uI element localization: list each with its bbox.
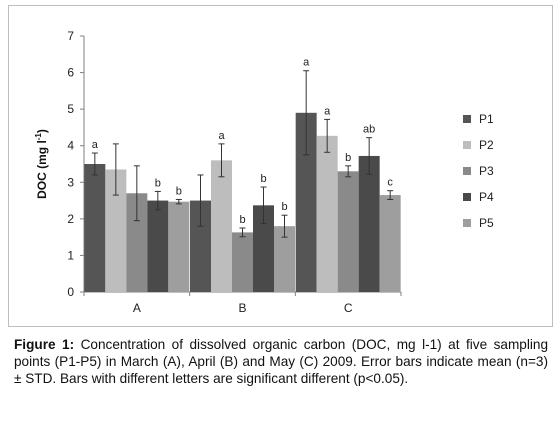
legend-swatch-p3: [463, 167, 471, 175]
legend-label-p4: P4: [479, 190, 494, 204]
bar-p2: [211, 160, 232, 292]
legend-swatch-p1: [463, 115, 471, 123]
x-category-label: A: [133, 301, 141, 315]
legend-label-p5: P5: [479, 216, 494, 230]
x-category-label: C: [344, 301, 353, 315]
significance-letter: a: [92, 139, 99, 151]
y-tick-label: 7: [67, 29, 74, 43]
y-tick-label: 2: [67, 212, 74, 226]
bar-p5: [274, 226, 295, 292]
y-tick-label: 0: [67, 285, 74, 299]
y-tick-label: 5: [67, 102, 74, 116]
bar-p4: [147, 200, 169, 292]
significance-letter: b: [155, 177, 161, 189]
figure-caption: Figure 1: Concentration of dissolved org…: [14, 336, 548, 387]
bar-p1: [84, 164, 106, 292]
caption-text: Concentration of dissolved organic carbo…: [14, 337, 549, 386]
y-tick-label: 6: [67, 66, 74, 80]
y-tick-label: 4: [67, 139, 74, 153]
bar-p3: [232, 232, 253, 292]
legend-swatch-p2: [463, 141, 471, 149]
legend-label-p3: P3: [479, 164, 494, 178]
legend-label-p2: P2: [479, 138, 494, 152]
bar-p1: [295, 112, 317, 292]
bar-p2: [316, 135, 338, 292]
significance-letter: b: [176, 185, 182, 197]
y-axis-title: DOC (mg l-1): [34, 129, 49, 199]
bar-p4: [253, 205, 274, 292]
bar-p5: [168, 201, 190, 292]
bar-p3: [337, 171, 359, 292]
significance-letter: b: [260, 173, 266, 185]
bar-p1: [190, 200, 211, 292]
y-tick-label: 1: [67, 248, 74, 262]
significance-letter: b: [239, 214, 245, 226]
legend-swatch-p4: [463, 193, 471, 201]
caption-label: Figure 1:: [14, 337, 75, 352]
bar-p5: [379, 195, 401, 292]
significance-letter: a: [303, 57, 310, 69]
significance-letter: ab: [363, 124, 375, 136]
bar-p2: [105, 169, 127, 292]
y-tick-label: 3: [67, 175, 74, 189]
bar-p4: [358, 155, 380, 292]
significance-letter: b: [281, 201, 287, 213]
significance-letter: a: [218, 130, 225, 142]
x-category-label: B: [238, 301, 246, 315]
significance-letter: b: [345, 152, 351, 164]
legend-label-p1: P1: [479, 112, 494, 126]
significance-letter: c: [387, 177, 393, 189]
significance-letter: a: [324, 105, 331, 117]
legend-swatch-p5: [463, 219, 471, 227]
bar-p3: [126, 193, 148, 292]
